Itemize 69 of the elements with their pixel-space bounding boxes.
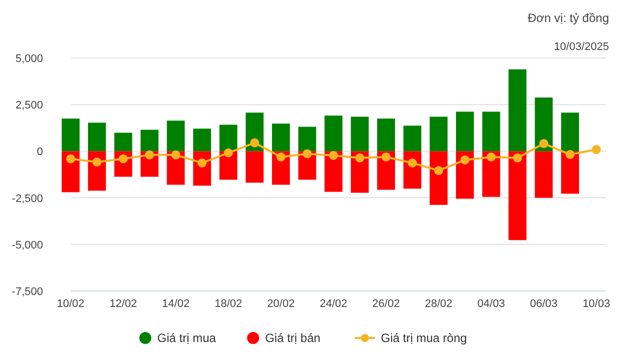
point	[145, 150, 154, 160]
bar	[298, 126, 316, 152]
point	[460, 155, 470, 164]
bar	[561, 151, 579, 194]
x-tick-label: 26/02	[372, 298, 400, 310]
bar	[88, 122, 106, 152]
point	[250, 138, 260, 148]
point	[512, 153, 522, 162]
bar	[456, 151, 474, 199]
point	[66, 154, 76, 164]
x-tick-label: 14/02	[162, 298, 190, 310]
y-tick-label: -2,500	[12, 192, 43, 205]
x-tick-label: 18/02	[214, 298, 242, 310]
y-tick-label: 2,500	[15, 100, 43, 112]
legend-label: Giá trị bán	[265, 331, 320, 345]
bar	[193, 128, 212, 152]
point	[355, 153, 364, 162]
bar	[508, 69, 526, 152]
y-tick-label: 0	[36, 146, 43, 158]
bar	[534, 98, 553, 152]
bar	[272, 124, 290, 152]
x-tick-label: 06/03	[530, 298, 558, 310]
y-tick-label: -5,000	[12, 239, 43, 252]
point	[408, 158, 417, 168]
bar	[377, 118, 396, 152]
point	[171, 150, 180, 160]
bar	[534, 151, 553, 198]
bar	[508, 151, 526, 240]
bar	[166, 120, 185, 152]
x-tick-label: 10/03	[582, 298, 610, 310]
point	[118, 154, 128, 164]
point	[92, 158, 102, 167]
bar	[62, 118, 80, 152]
x-tick-label: 12/02	[109, 298, 137, 310]
text: 10/03/2025	[554, 41, 609, 53]
bar	[430, 151, 448, 205]
legend-label: Giá trị mua	[157, 331, 216, 345]
point	[276, 152, 286, 162]
y-tick-label: -7,500	[12, 286, 43, 298]
x-tick-label: 20/02	[267, 298, 295, 310]
bar	[114, 132, 132, 152]
x-tick-label: 28/02	[424, 298, 452, 310]
bar	[456, 112, 474, 152]
point	[329, 150, 338, 160]
point	[539, 139, 548, 148]
point	[592, 145, 601, 154]
bar	[561, 112, 579, 152]
bar	[246, 151, 264, 183]
legend-label: Giá trị mua ròng	[380, 331, 467, 345]
y-tick-label: 5,000	[15, 53, 43, 65]
point	[486, 152, 496, 162]
bar	[403, 126, 422, 152]
x-tick-label: 10/02	[56, 298, 84, 310]
point	[224, 148, 233, 158]
x-tick-label: 04/03	[477, 298, 505, 310]
point	[382, 152, 391, 162]
bar	[482, 112, 500, 152]
point	[434, 166, 444, 176]
bar	[219, 124, 238, 152]
point	[566, 150, 575, 160]
point	[198, 158, 207, 168]
point	[302, 149, 312, 158]
text: Đơn vị: tỷ đồng	[528, 11, 609, 25]
bar	[430, 116, 448, 152]
bar	[324, 116, 342, 152]
bar	[350, 116, 369, 152]
x-tick-label: 24/02	[320, 298, 348, 310]
bar	[140, 130, 158, 152]
bar	[482, 151, 500, 197]
